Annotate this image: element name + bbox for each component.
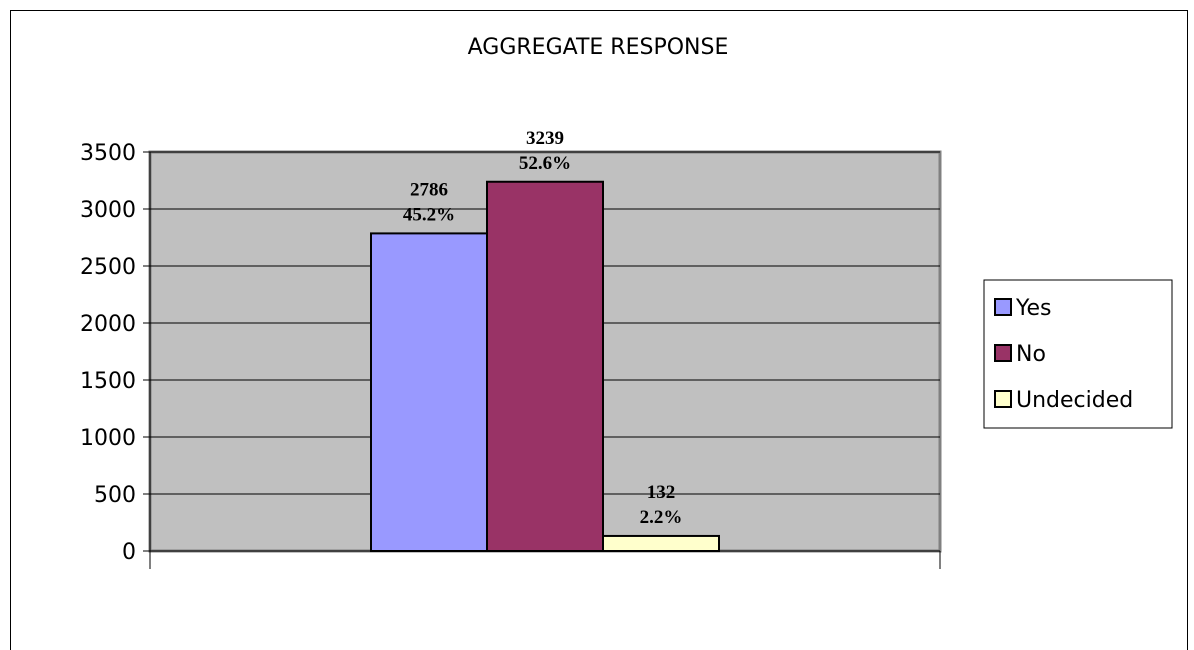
y-tick-label: 1500: [80, 369, 136, 394]
legend-label-undecided: Undecided: [1016, 388, 1133, 413]
legend-swatch-yes: [994, 298, 1012, 316]
bar-yes: [370, 232, 488, 552]
legend-swatch-undecided: [994, 390, 1012, 408]
bar-no: [486, 180, 604, 552]
data-label-percent: 52.6%: [519, 153, 571, 174]
y-tick-label: 500: [94, 483, 136, 508]
legend-label-no: No: [1016, 342, 1046, 367]
bars: [370, 180, 720, 553]
y-axis-ticks: 0 500 1000 1500 2000 2500 3000 3500: [80, 141, 941, 569]
y-tick-label: 2000: [80, 312, 136, 337]
data-labels: 2786 45.2% 3239 52.6% 132 2.2%: [403, 128, 683, 528]
data-label-percent: 45.2%: [403, 204, 455, 225]
data-label-value: 3239: [526, 128, 564, 149]
y-tick-label: 3000: [80, 198, 136, 223]
data-label-value: 132: [647, 482, 676, 503]
legend-label-yes: Yes: [1015, 296, 1052, 321]
legend-box: [983, 279, 1173, 429]
data-label-value: 2786: [410, 179, 448, 200]
y-tick-label: 3500: [80, 141, 136, 166]
y-tick-label: 2500: [80, 255, 136, 280]
bar-undecided: [602, 534, 720, 553]
legend: Yes No Undecided: [983, 279, 1173, 429]
data-label-percent: 2.2%: [640, 507, 683, 528]
y-tick-label: 0: [122, 540, 136, 565]
legend-swatch-no: [994, 344, 1012, 362]
chart-title: AGGREGATE RESPONSE: [468, 35, 729, 60]
y-tick-label: 1000: [80, 426, 136, 451]
